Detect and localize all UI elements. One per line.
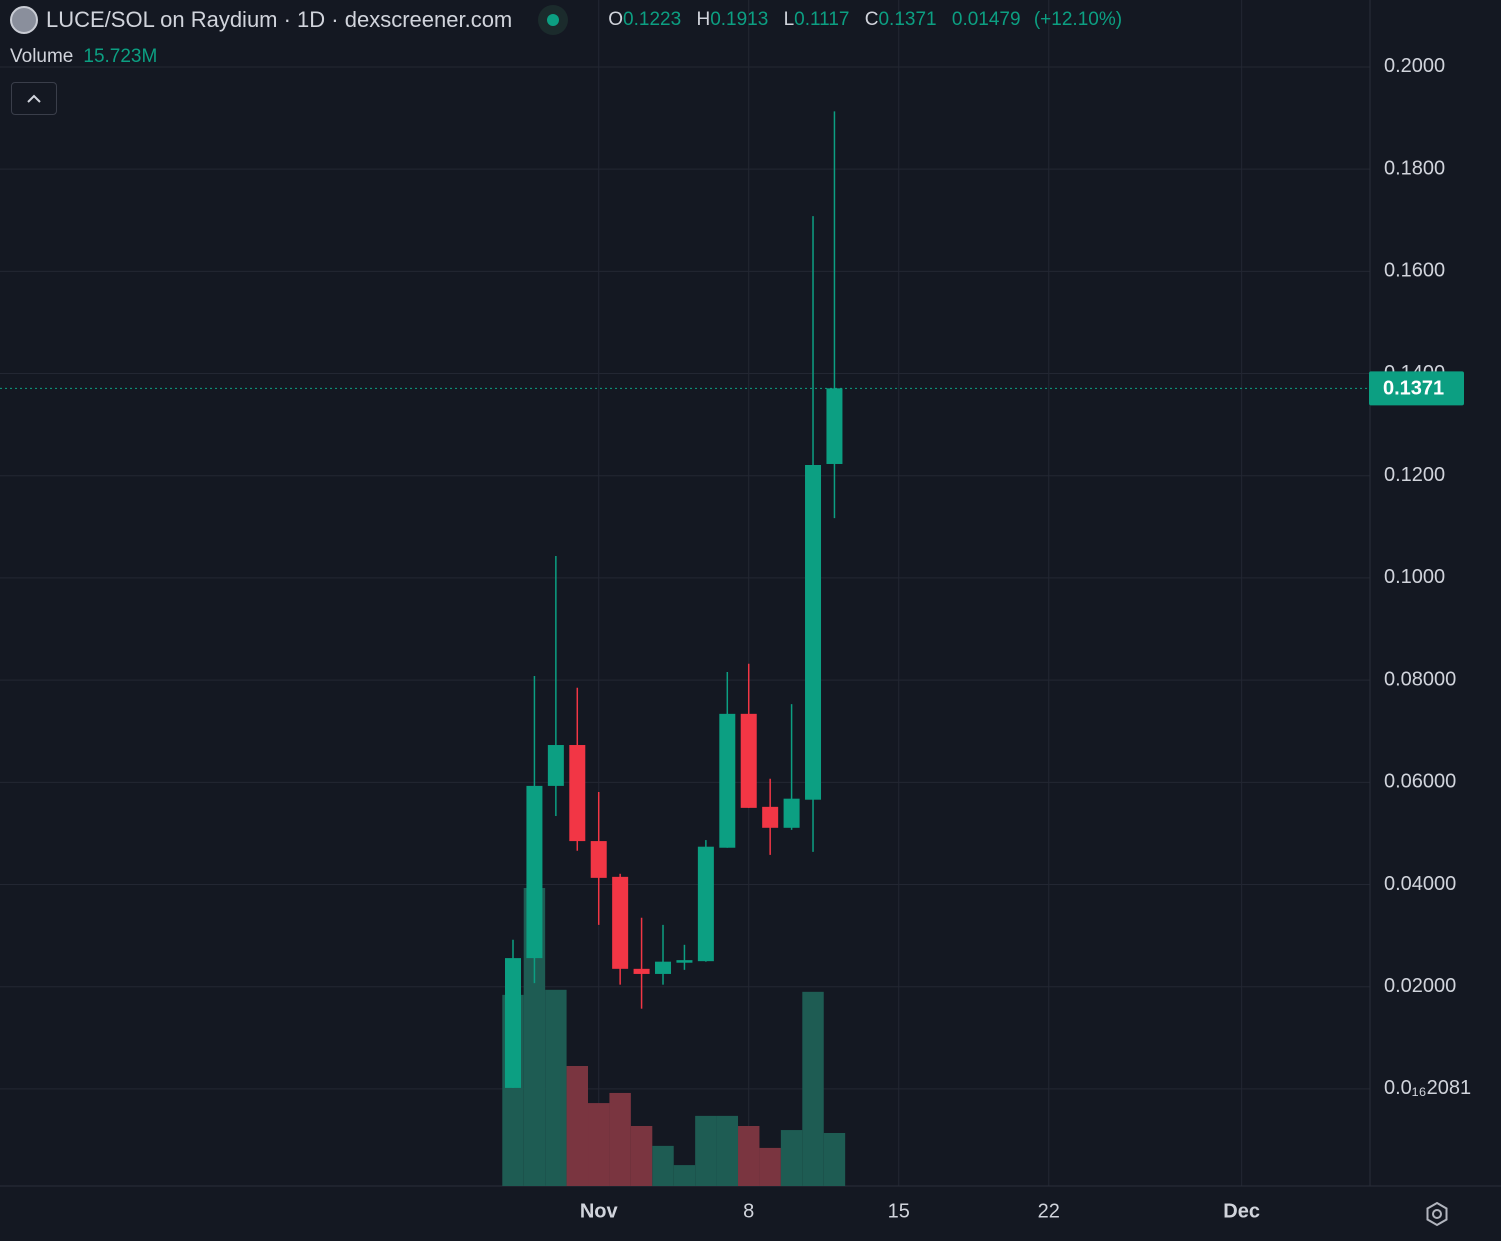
y-tick-label: 0.06000 bbox=[1384, 771, 1456, 793]
candle-body bbox=[655, 961, 672, 974]
candle-body bbox=[719, 713, 736, 848]
volume-bar bbox=[523, 888, 546, 1186]
x-tick-label: Nov bbox=[580, 1200, 619, 1222]
volume-bar bbox=[802, 991, 824, 1186]
candle-body bbox=[547, 745, 564, 786]
candle-body bbox=[612, 876, 629, 969]
volume-bar bbox=[566, 1065, 589, 1186]
last-price-badge bbox=[1369, 371, 1464, 406]
x-tick-label: 15 bbox=[888, 1200, 910, 1222]
collapse-button[interactable] bbox=[11, 82, 57, 115]
candle-body bbox=[590, 841, 607, 878]
token-icon bbox=[10, 6, 38, 34]
volume-title: Volume bbox=[10, 46, 74, 67]
ohlc-legend: O0.1223 H0.1913 L0.1117 C0.1371 0.01479 … bbox=[598, 9, 1122, 31]
y-tick-label: 0.08000 bbox=[1384, 668, 1456, 690]
header: LUCE/SOL on Raydium · 1D · dexscreener.c… bbox=[10, 4, 1122, 36]
x-tick-label: 22 bbox=[1038, 1200, 1060, 1222]
volume-bar bbox=[652, 1145, 674, 1186]
ohlc-value: 0.1371 bbox=[878, 9, 937, 30]
candle-body bbox=[526, 785, 543, 959]
candle-body bbox=[805, 464, 822, 800]
candle-body bbox=[762, 806, 779, 828]
candle-body bbox=[697, 846, 714, 962]
volume-bar bbox=[738, 1125, 760, 1186]
status-dot bbox=[547, 14, 560, 26]
y-tick-label: 0.1600 bbox=[1384, 260, 1445, 282]
plot-background bbox=[0, 0, 1370, 1186]
candle-body bbox=[740, 713, 757, 808]
ohlc-key: H bbox=[696, 9, 711, 30]
y-tick-label: 0.1200 bbox=[1384, 464, 1445, 486]
x-tick-label: Dec bbox=[1223, 1200, 1260, 1222]
y-tick-label: 0.04000 bbox=[1384, 873, 1456, 895]
change: 0.01479 bbox=[951, 9, 1021, 30]
volume-bar bbox=[630, 1125, 653, 1186]
candle-body bbox=[633, 968, 650, 974]
candle-body bbox=[676, 960, 693, 963]
volume-bar bbox=[545, 989, 567, 1186]
ohlc-value: 0.1223 bbox=[623, 9, 682, 30]
last-price-label: 0.1371 bbox=[1383, 378, 1444, 400]
volume-bar bbox=[823, 1132, 846, 1186]
chart-title: LUCE/SOL on Raydium · 1D · dexscreener.c… bbox=[46, 7, 513, 32]
volume-bar bbox=[609, 1092, 631, 1186]
candle-body bbox=[505, 958, 521, 1088]
candle-body bbox=[569, 745, 586, 842]
volume-bar bbox=[780, 1130, 803, 1186]
change-pct: (+12.10%) bbox=[1033, 9, 1123, 30]
status-indicator bbox=[538, 5, 569, 35]
volume-bar bbox=[695, 1115, 717, 1186]
volume-bar bbox=[588, 1103, 610, 1186]
volume-value: 15.723M bbox=[83, 46, 158, 67]
chevron-up bbox=[27, 94, 41, 103]
volume-legend: Volume 15.723M bbox=[10, 46, 157, 68]
volume-bar bbox=[759, 1147, 781, 1186]
settings-button[interactable] bbox=[1424, 1201, 1450, 1227]
ohlc-value: 0.1117 bbox=[794, 9, 850, 30]
volume-bar bbox=[673, 1165, 696, 1186]
candle-body bbox=[826, 388, 843, 464]
candle-body bbox=[783, 798, 800, 828]
ohlc-key: L bbox=[783, 9, 795, 30]
y-tick-label: 0.02000 bbox=[1384, 975, 1456, 997]
ohlc-key: C bbox=[864, 9, 879, 30]
y-tick-label: 0.2000 bbox=[1384, 55, 1445, 77]
ohlc-key: O bbox=[608, 9, 624, 30]
y-tick-label: 0.1800 bbox=[1384, 157, 1445, 179]
volume-bar bbox=[716, 1115, 739, 1186]
y-tick-label: 0.0₁₆2081 bbox=[1384, 1077, 1471, 1099]
y-tick-label: 0.1000 bbox=[1384, 566, 1445, 588]
x-tick-label: 8 bbox=[743, 1200, 754, 1222]
ohlc-value: 0.1913 bbox=[710, 9, 769, 30]
